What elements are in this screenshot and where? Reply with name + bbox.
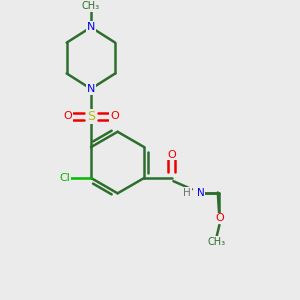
Text: O: O [215,213,224,224]
Text: O: O [110,111,118,122]
Text: CH₃: CH₃ [207,237,225,247]
Text: S: S [87,110,95,123]
Text: N: N [87,22,95,32]
Text: Cl: Cl [59,173,70,183]
Text: N: N [87,84,95,94]
Text: O: O [63,111,72,122]
Text: O: O [167,150,176,160]
Text: H: H [184,188,191,197]
Text: CH₃: CH₃ [82,1,100,11]
Text: N: N [197,188,205,197]
